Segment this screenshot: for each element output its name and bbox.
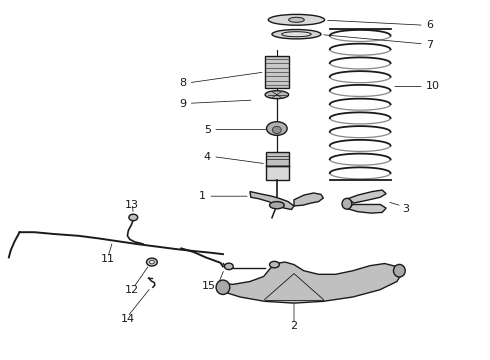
Ellipse shape (342, 198, 352, 209)
Ellipse shape (147, 258, 157, 266)
Polygon shape (294, 193, 323, 206)
Bar (265, 56, 289, 88)
Text: 5: 5 (204, 125, 211, 135)
Polygon shape (348, 204, 386, 213)
Ellipse shape (265, 91, 289, 99)
Ellipse shape (129, 214, 138, 221)
Ellipse shape (393, 264, 405, 277)
Ellipse shape (149, 260, 154, 264)
Ellipse shape (270, 261, 279, 268)
Ellipse shape (272, 126, 281, 134)
Ellipse shape (272, 30, 321, 39)
Text: 11: 11 (101, 254, 115, 264)
Polygon shape (250, 192, 294, 210)
Text: 3: 3 (402, 204, 409, 214)
Text: 7: 7 (426, 40, 434, 50)
Text: 1: 1 (199, 191, 206, 201)
Text: 8: 8 (179, 78, 186, 88)
Ellipse shape (282, 32, 311, 37)
Text: 15: 15 (201, 281, 216, 291)
Text: 10: 10 (426, 81, 441, 91)
Ellipse shape (267, 122, 287, 135)
Ellipse shape (289, 17, 304, 22)
Text: 13: 13 (125, 200, 139, 210)
Ellipse shape (216, 280, 230, 294)
Text: 9: 9 (179, 99, 186, 109)
Text: 2: 2 (291, 321, 297, 331)
Text: 14: 14 (121, 314, 134, 324)
Text: 4: 4 (203, 152, 211, 162)
Polygon shape (348, 190, 386, 203)
Text: 6: 6 (426, 20, 433, 30)
Polygon shape (223, 262, 402, 303)
Ellipse shape (270, 202, 284, 209)
Text: 12: 12 (125, 285, 139, 295)
Ellipse shape (269, 14, 325, 25)
Ellipse shape (224, 263, 233, 270)
Bar (266, 152, 289, 166)
Bar (266, 166, 289, 180)
